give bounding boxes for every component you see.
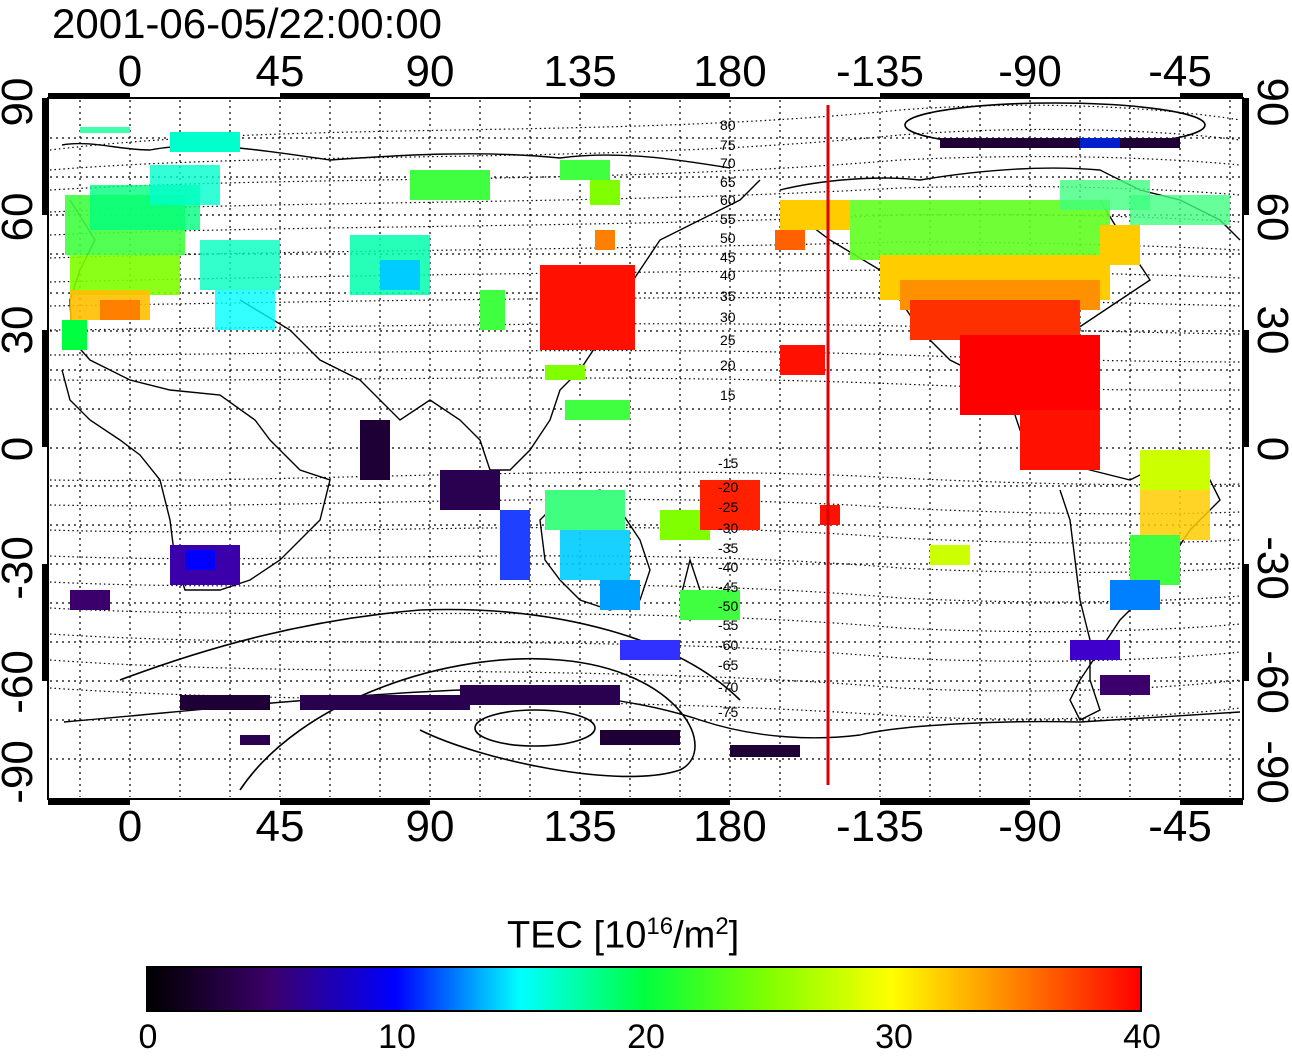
lon-tick-bottom: 45 bbox=[255, 802, 305, 851]
colorbar-tick: 0 bbox=[138, 1018, 158, 1056]
contour-label: 25 bbox=[720, 332, 736, 348]
colorbar-tick: 10 bbox=[378, 1018, 416, 1056]
contour-label: -75 bbox=[718, 704, 738, 720]
contour-label: 55 bbox=[720, 211, 736, 227]
lon-tick-bottom: -90 bbox=[998, 802, 1062, 851]
timestamp: 2001-06-05/22:00:00 bbox=[52, 0, 442, 47]
colorbar-tick: 40 bbox=[1123, 1018, 1161, 1056]
contour-label: -40 bbox=[718, 559, 738, 575]
colorbar-tick: 20 bbox=[627, 1018, 665, 1056]
colorbar bbox=[146, 966, 1142, 1012]
lon-tick-bottom: 180 bbox=[693, 802, 767, 851]
contour-label: -65 bbox=[718, 657, 738, 673]
contour-label: -45 bbox=[718, 579, 738, 595]
contour-label: -70 bbox=[718, 679, 738, 695]
contour-label: -15 bbox=[718, 455, 738, 471]
lon-tick-top: 0 bbox=[117, 47, 143, 96]
contour-label: 65 bbox=[720, 174, 736, 190]
contour-label: 50 bbox=[720, 230, 736, 246]
lon-tick-bottom: 135 bbox=[543, 802, 617, 851]
contour-label: -30 bbox=[718, 520, 738, 536]
contour-label: 45 bbox=[720, 249, 736, 265]
lon-tick-bottom: -45 bbox=[1148, 802, 1212, 851]
colorbar-title: TEC [1016/m2] bbox=[507, 913, 740, 957]
contour-label: 75 bbox=[720, 137, 736, 153]
contour-label-group: 80 75 70 65 60 55 50 45 40 35 30 25 20 1… bbox=[718, 117, 738, 720]
contour-label: -50 bbox=[718, 598, 738, 614]
colorbar-tick: 30 bbox=[875, 1018, 913, 1056]
contour-label: -35 bbox=[718, 540, 738, 556]
contour-label: -25 bbox=[718, 499, 738, 515]
lon-tick-bottom: -135 bbox=[835, 802, 925, 851]
lon-tick-top: -45 bbox=[1148, 47, 1212, 96]
tec-data bbox=[62, 127, 1230, 757]
contour-label: 20 bbox=[720, 357, 736, 373]
contour-label: 60 bbox=[720, 192, 736, 208]
frame-ticks bbox=[42, 93, 1249, 805]
contour-label: 15 bbox=[720, 387, 736, 403]
contour-label: 80 bbox=[720, 117, 736, 133]
contour-label: 30 bbox=[720, 309, 736, 325]
lon-tick-top: 45 bbox=[255, 47, 305, 96]
lon-tick-top: -90 bbox=[998, 47, 1062, 96]
lon-tick-top: 135 bbox=[543, 47, 617, 96]
contour-label: 35 bbox=[720, 288, 736, 304]
lon-tick-top: 90 bbox=[405, 47, 455, 96]
contour-label: 40 bbox=[720, 267, 736, 283]
contour-label: 70 bbox=[720, 155, 736, 171]
lon-tick-bottom: 90 bbox=[405, 802, 455, 851]
contour-label: -55 bbox=[718, 617, 738, 633]
lon-tick-top: -135 bbox=[835, 47, 925, 96]
contour-label: -20 bbox=[718, 479, 738, 495]
lon-tick-bottom: 0 bbox=[117, 802, 143, 851]
lon-tick-top: 180 bbox=[693, 47, 767, 96]
contour-label: -60 bbox=[718, 637, 738, 653]
